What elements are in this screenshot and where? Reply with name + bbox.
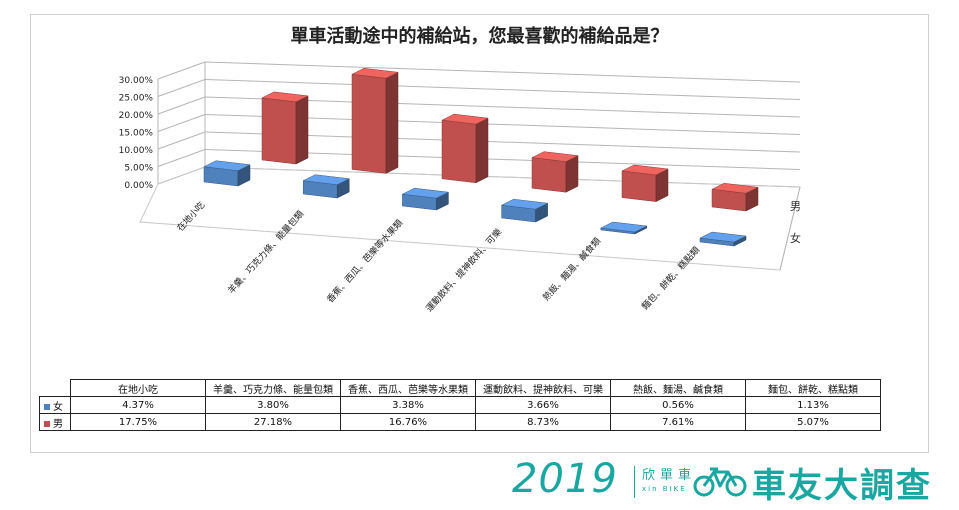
table-cell: 1.13% [745, 396, 881, 414]
bar-male [531, 157, 567, 193]
table-cell: 5.07% [745, 413, 881, 431]
depth-label-male: 男 [790, 200, 801, 213]
chart-title: 單車活動途中的補給站，您最喜歡的補給品是？ [290, 26, 669, 47]
bar-male [621, 170, 657, 202]
table-row: 男 17.75% 27.18% 16.76% 8.73% 7.61% 5.07% [39, 413, 881, 431]
legend-swatch-female [44, 403, 50, 410]
bar-male-top [711, 182, 759, 194]
col-header: 熱飯、麵湯、鹹食類 [610, 379, 746, 397]
bar-female-top [203, 160, 251, 171]
y-tick-label: 20.00% [119, 111, 154, 121]
col-header: 羊羹、巧克力條、能量包類 [205, 379, 341, 397]
gridline [157, 79, 206, 97]
bar-male-top [351, 68, 399, 79]
bar-male-top [441, 113, 489, 125]
chart-plot: 0.00% 5.00% 10.00% 15.00% 20.00% 25.00% 30.00%… [119, 61, 801, 314]
table-cell: 3.66% [475, 396, 611, 414]
legend-swatch-male [44, 420, 50, 427]
bar-male-side [475, 117, 489, 184]
col-header: 在地小吃 [70, 379, 206, 397]
brand-sub: xin BIKE [642, 485, 687, 493]
bar-male-side [295, 95, 309, 165]
brand-title: 車友大調查 [752, 466, 932, 506]
x-tick-label: 熱飯、麵湯、鹹食類 [540, 235, 603, 303]
table-cell: 4.37% [70, 396, 206, 414]
bicycle-icon [693, 467, 747, 497]
col-header: 麵包、餅乾、糕點類 [745, 379, 881, 397]
table-cell: 7.61% [610, 413, 746, 431]
bar-female-top [500, 198, 549, 210]
table-cell: 3.38% [340, 396, 476, 414]
data-table: 在地小吃 羊羹、巧克力條、能量包類 香蕉、西瓜、芭樂等水果類 運動飲料、提神飲料… [39, 379, 881, 431]
x-tick-label: 麵包、餅乾、糕點類 [639, 244, 702, 312]
brand-divider [634, 466, 635, 498]
x-tick-label: 運動飲料、提神飲料、可樂 [423, 226, 504, 314]
gridline [157, 96, 206, 115]
gridline [157, 149, 206, 167]
bar-male [261, 97, 297, 165]
table-row: 女 4.37% 3.80% 3.38% 3.66% 0.56% 1.13% [39, 396, 881, 414]
gridline [157, 61, 206, 80]
gridline [157, 131, 206, 150]
x-tick-label: 在地小吃 [174, 199, 207, 234]
y-tick-label: 5.00% [124, 164, 153, 174]
table-cell: 0.56% [610, 396, 746, 414]
col-header: 香蕉、西瓜、芭樂等水果類 [340, 379, 476, 397]
bar-male-side [385, 71, 399, 174]
bar-male-top [621, 164, 669, 176]
col-header: 運動飲料、提神飲料、可樂 [475, 379, 611, 397]
brand-footer: 2019 欣單車 xin BIKE 車友大調查 [512, 456, 952, 506]
x-tick-label: 羊羹、巧克力條、能量包類 [225, 208, 306, 296]
bar-female-top [599, 221, 648, 233]
bar-male [441, 119, 477, 184]
table-cell: 17.75% [70, 413, 206, 431]
table-cell: 3.80% [205, 396, 341, 414]
y-tick-label: 25.00% [119, 94, 154, 104]
table-cell: 8.73% [475, 413, 611, 431]
table-cell: 27.18% [205, 413, 341, 431]
gridline [204, 61, 801, 83]
data-table-corner [39, 379, 71, 397]
brand-year: 2019 [512, 456, 618, 502]
bar-male-top [261, 91, 309, 103]
gridline [204, 79, 801, 100]
y-tick-label: 30.00% [119, 76, 154, 86]
row-header-female: 女 [39, 396, 71, 414]
row-header-male: 男 [39, 413, 71, 431]
bar-female-top [401, 187, 450, 199]
depth-axis-labels: 男 女 [790, 198, 801, 262]
data-table-header: 在地小吃 羊羹、巧克力條、能量包類 香蕉、西瓜、芭樂等水果類 運動飲料、提神飲料… [39, 379, 881, 397]
x-tick-label: 香蕉、西瓜、芭樂等水果類 [324, 217, 405, 305]
bar-female-top [699, 231, 747, 243]
y-tick-label: 15.00% [119, 129, 154, 139]
bar-male-top [531, 151, 579, 162]
bar-female-top [302, 174, 351, 185]
axis-line [779, 186, 801, 271]
depth-label-female: 女 [790, 232, 801, 245]
table-cell: 16.76% [340, 413, 476, 431]
brand-name: 欣單車 [642, 468, 697, 483]
bar-male [351, 73, 387, 174]
bar-male-side [565, 155, 579, 193]
gridline [157, 114, 206, 132]
y-tick-label: 0.00% [124, 181, 153, 191]
y-tick-label: 10.00% [119, 146, 154, 156]
